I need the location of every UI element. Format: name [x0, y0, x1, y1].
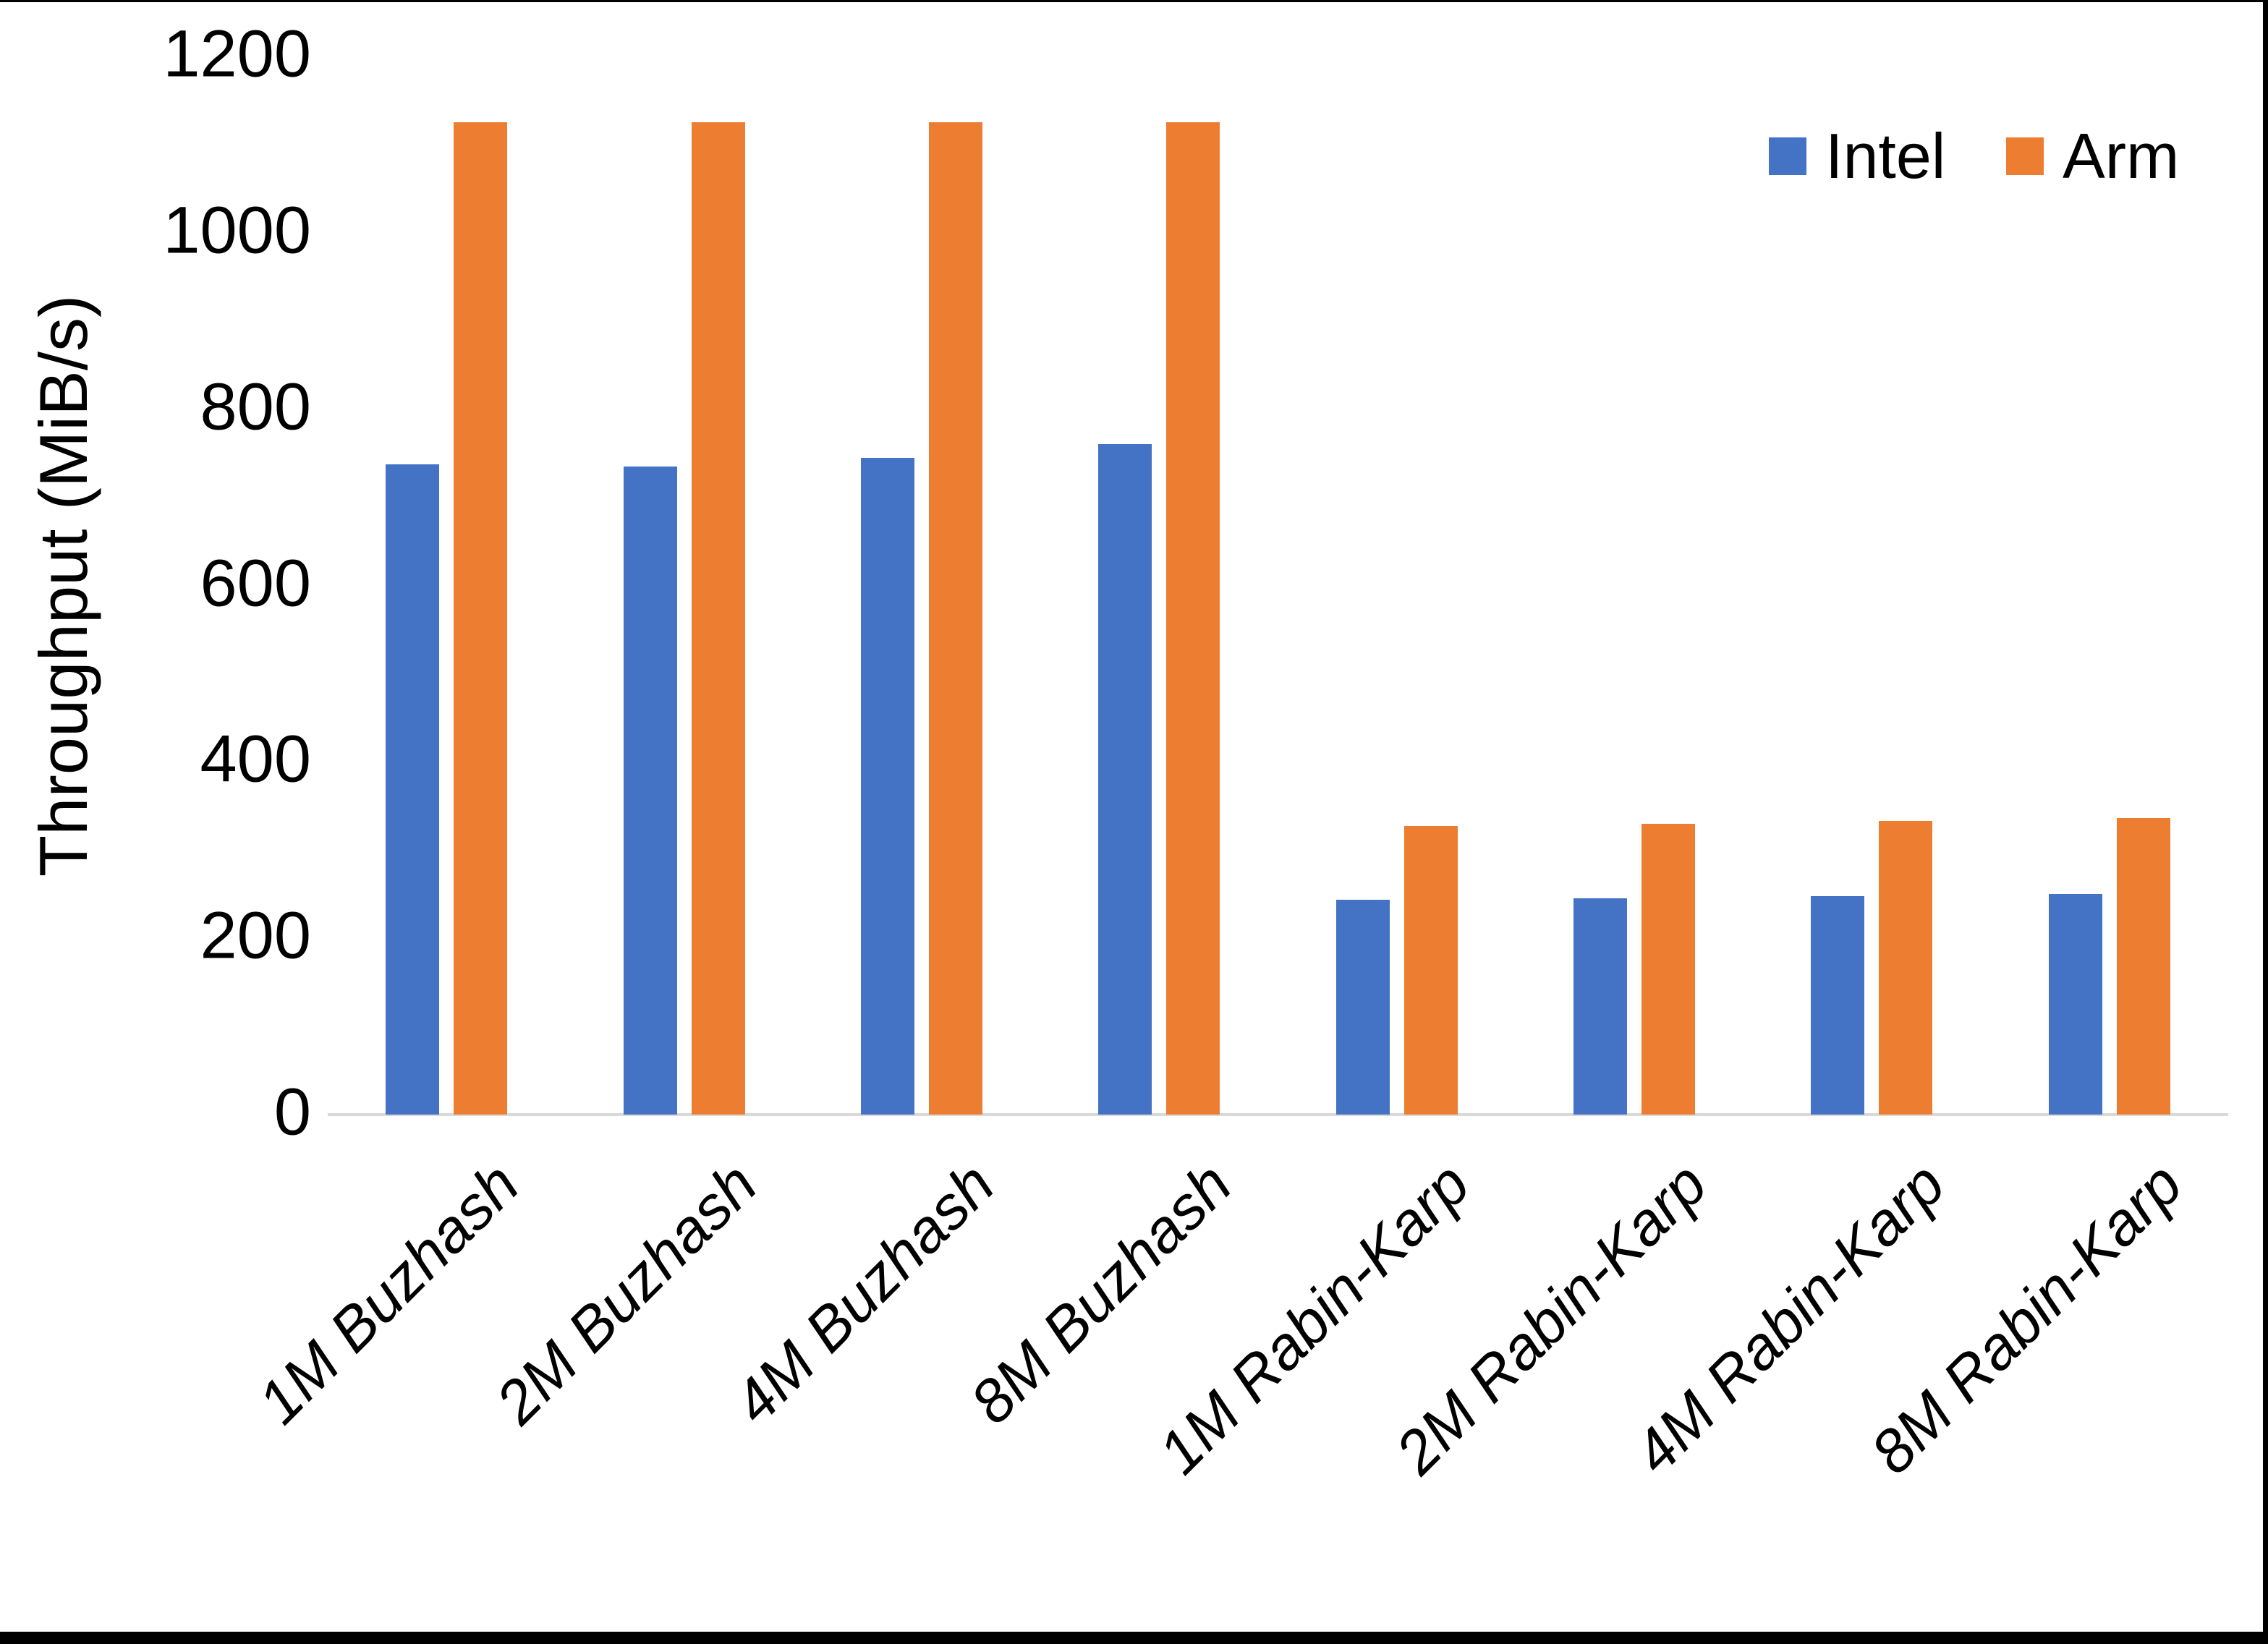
y-tick-label: 0: [273, 1075, 311, 1149]
y-tick-label: 1000: [163, 193, 311, 268]
bar-intel-3: [860, 457, 914, 1115]
y-tick-label: 600: [200, 545, 312, 620]
bar-intel-5: [1335, 899, 1390, 1115]
bar-intel-2: [623, 466, 677, 1115]
frame-border-right: [2263, 0, 2268, 1644]
legend-swatch-arm: [2006, 137, 2044, 175]
bar-intel-1: [386, 464, 440, 1115]
y-tick-label: 800: [200, 369, 312, 443]
y-tick-label: 1200: [163, 17, 311, 91]
bar-arm-1: [454, 122, 508, 1115]
bar-intel-6: [1573, 898, 1628, 1115]
frame-border-bottom: [0, 1632, 2268, 1644]
frame-border-top: [0, 0, 2268, 2]
bar-intel-7: [1811, 895, 1865, 1115]
bar-arm-5: [1403, 826, 1458, 1115]
bar-arm-4: [1166, 122, 1220, 1115]
y-tick-label: 200: [200, 898, 312, 973]
legend-label-intel: Intel: [1825, 120, 1946, 192]
bar-intel-8: [2048, 894, 2102, 1115]
bar-arm-6: [1641, 823, 1696, 1115]
legend-item-intel: Intel: [1769, 124, 1945, 188]
legend-label-arm: Arm: [2063, 120, 2180, 192]
legend-swatch-intel: [1769, 137, 1806, 175]
bar-arm-3: [928, 122, 982, 1115]
bar-intel-4: [1098, 444, 1152, 1115]
bar-arm-7: [1879, 821, 1933, 1115]
x-axis-line: [328, 1113, 2228, 1116]
y-tick-label: 400: [200, 722, 312, 796]
bar-arm-8: [2116, 818, 2170, 1115]
legend-item-arm: Arm: [2006, 124, 2179, 188]
bar-arm-2: [691, 122, 745, 1115]
